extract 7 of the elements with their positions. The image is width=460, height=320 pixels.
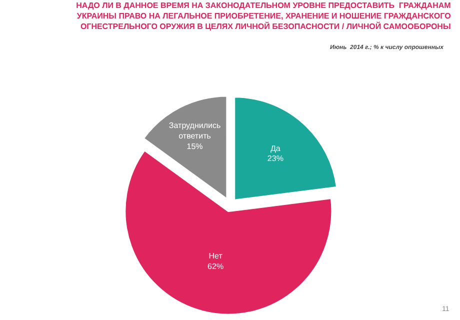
data-label: 15% [186,142,203,151]
slice-label: Да [270,144,281,153]
data-label: 62% [208,262,224,271]
slice-label: Нет [208,252,223,261]
slice-label: Затруднились ответить [168,121,221,140]
chart-title: НАДО ЛИ В ДАННОЕ ВРЕМЯ НА ЗАКОНОДАТЕЛЬНОМ УРОВНЕ ПРЕДОСТАВИТЬ ГРАЖДАНАМ УКРАИНЫ ПРАВО НА ЛЕГАЛЬНОЕ ПРИОБРЕТЕНИЕ, ХРАНЕНИЕ И НОШЕНИЕ ГРАЖДАНСКОГО ОГНЕСТРЕЛЬНОГО ОРУЖИЯ В ЦЕЛЯХ ЛИЧНОЙ БЕЗОПАСНОСТИ / ЛИЧНОЙ САМООБОРОНЫ [76,1,452,31]
data-label: 23% [267,154,284,164]
